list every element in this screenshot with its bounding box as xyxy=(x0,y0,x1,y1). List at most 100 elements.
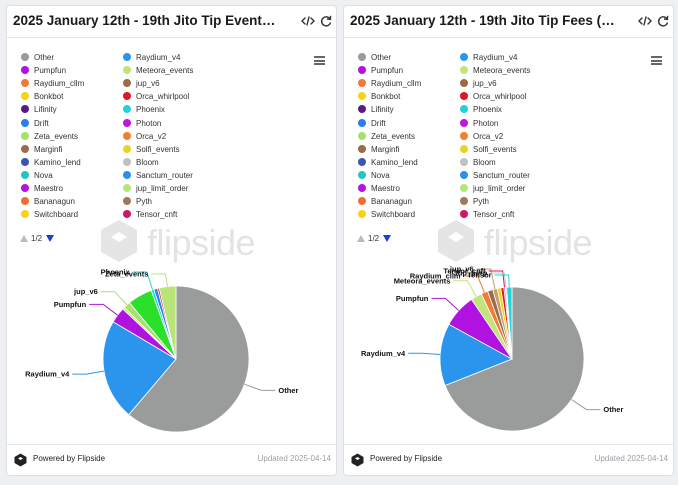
legend-item[interactable]: Bloom xyxy=(460,157,496,168)
legend-swatch xyxy=(21,184,29,192)
legend-item[interactable]: Solfi_events xyxy=(123,144,180,155)
chart-menu-icon[interactable] xyxy=(651,56,662,65)
legend-item[interactable]: Phoenix xyxy=(460,105,502,115)
legend-item[interactable]: Raydium_cllm xyxy=(358,79,421,89)
legend-swatch xyxy=(460,105,468,114)
legend-label: Switchboard xyxy=(34,210,79,220)
legend-item[interactable]: Maestro xyxy=(358,184,400,194)
pie-slice[interactable] xyxy=(102,321,177,416)
legend-swatch xyxy=(358,131,366,140)
legend-item[interactable]: Bananagun xyxy=(358,197,412,207)
legend-item[interactable]: Drift xyxy=(358,118,386,129)
legend-item[interactable]: Meteora_events xyxy=(123,66,193,76)
legend-item[interactable]: Lifinity xyxy=(358,105,394,115)
legend-item[interactable]: Orca_whirlpool xyxy=(123,92,189,102)
legend-item[interactable]: Maestro xyxy=(21,184,63,194)
legend-item[interactable]: Orca_v2 xyxy=(460,131,503,142)
legend-swatch xyxy=(123,53,131,61)
legend-item[interactable]: Photon xyxy=(123,118,162,129)
legend-item[interactable]: Pyth xyxy=(123,197,152,207)
legend-item[interactable]: Kamino_lend xyxy=(21,157,81,168)
legend-next-icon[interactable] xyxy=(46,235,54,242)
refresh-icon[interactable] xyxy=(319,14,333,28)
legend-next-icon[interactable] xyxy=(383,235,391,242)
legend-item[interactable]: jup_v6 xyxy=(123,79,160,89)
chart-card-events: 2025 January 12th - 19th Jito Tip Events… xyxy=(6,5,337,476)
refresh-icon[interactable] xyxy=(656,14,670,28)
legend-swatch xyxy=(358,118,366,127)
legend-label: Other xyxy=(371,53,392,62)
legend-item[interactable]: Bloom xyxy=(123,157,159,168)
legend-item[interactable]: Pyth xyxy=(460,197,489,207)
pie-leader-line xyxy=(244,383,276,391)
powered-by-link[interactable]: Powered by Flipside xyxy=(370,454,443,463)
legend-item[interactable]: Drift xyxy=(21,118,49,129)
legend-item[interactable]: Raydium_v4 xyxy=(123,53,180,63)
legend-item[interactable]: Phoenix xyxy=(123,105,165,115)
legend-item[interactable]: Lifinity xyxy=(21,105,57,115)
legend-item[interactable]: Switchboard xyxy=(21,210,78,220)
legend-label: Raydium_v4 xyxy=(136,53,181,62)
legend-item[interactable]: Pumpfun xyxy=(358,66,403,76)
legend-item[interactable]: Sanctum_router xyxy=(460,170,530,181)
legend-item[interactable]: Other xyxy=(21,53,54,63)
legend-item[interactable]: Switchboard xyxy=(358,210,415,220)
legend-label: Kamino_lend xyxy=(371,157,418,167)
legend-label: Sanctum_router xyxy=(136,170,193,180)
legend-item[interactable]: Meteora_events xyxy=(460,66,530,76)
legend-item[interactable]: Photon xyxy=(460,118,498,129)
legend-prev-icon[interactable] xyxy=(357,235,365,242)
chart-menu-icon[interactable] xyxy=(314,56,325,65)
legend-item[interactable]: Orca_whirlpool xyxy=(460,92,526,102)
legend-item[interactable]: Sanctum_router xyxy=(123,170,193,181)
pie-chart: Other Raydium_v4 Pumpfun jup_v6 PhoenixZeta_… xyxy=(25,268,298,433)
legend-item[interactable]: Bonkbot xyxy=(21,92,63,102)
legend-item[interactable]: jup_limit_order xyxy=(123,184,188,194)
legend-item[interactable]: Raydium_v4 xyxy=(460,53,517,63)
pie-slice[interactable] xyxy=(444,286,585,432)
embed-code-icon[interactable] xyxy=(301,14,315,28)
legend-label: Bloom xyxy=(473,157,496,167)
legend-item[interactable]: jup_limit_order xyxy=(460,184,525,194)
legend-item[interactable]: Zeta_events xyxy=(358,131,415,142)
pie-leader-line xyxy=(72,370,105,375)
pie-data-label: jup_v6 xyxy=(449,265,474,274)
legend-label: Lifinity xyxy=(34,105,57,115)
legend-item[interactable]: Nova xyxy=(21,170,53,181)
legend-label: Pyth xyxy=(473,197,490,207)
legend-item[interactable]: Nova xyxy=(358,170,390,181)
legend-prev-icon[interactable] xyxy=(20,235,28,242)
legend-item[interactable]: Orca_v2 xyxy=(123,131,166,142)
legend-label: Raydium_cllm xyxy=(34,79,85,89)
legend-swatch xyxy=(123,210,131,219)
legend-item[interactable]: Pumpfun xyxy=(21,66,66,76)
legend-swatch xyxy=(358,79,366,88)
powered-by-link[interactable]: Powered by Flipside xyxy=(33,454,106,463)
pie-data-label: Meteora_events xyxy=(394,276,451,285)
legend-swatch xyxy=(460,184,468,192)
legend-item[interactable]: Other xyxy=(358,53,391,63)
legend-label: Switchboard xyxy=(371,210,416,220)
pie-data-label: Raydium_v4 xyxy=(25,370,70,379)
updated-date: Updated 2025-04-14 xyxy=(594,454,668,463)
legend-item[interactable]: Solfi_events xyxy=(460,144,517,155)
pie-data-label: Zeta_events xyxy=(105,270,148,279)
legend-label: Photon xyxy=(136,118,162,128)
legend-item[interactable]: Tensor_cnft xyxy=(460,210,514,220)
pie-leader-line xyxy=(408,352,441,355)
legend-item[interactable]: Bonkbot xyxy=(358,92,400,102)
legend-item[interactable]: Raydium_cllm xyxy=(21,79,84,89)
legend-swatch xyxy=(460,157,468,166)
legend-item[interactable]: Bananagun xyxy=(21,197,75,207)
legend-item[interactable]: Zeta_events xyxy=(21,131,78,142)
embed-code-icon[interactable] xyxy=(638,14,652,28)
legend-item[interactable]: Tensor_cnft xyxy=(123,210,177,220)
legend-label: Tensor_cnft xyxy=(136,210,178,220)
pie-slice[interactable] xyxy=(439,323,513,387)
legend-item[interactable]: Kamino_lend xyxy=(358,157,418,168)
legend-item[interactable]: Marginfi xyxy=(21,144,62,155)
legend-item[interactable]: jup_v6 xyxy=(460,79,497,89)
chart-card-fees: 2025 January 12th - 19th Jito Tip Fees (… xyxy=(343,5,674,476)
legend-item[interactable]: Marginfi xyxy=(358,144,399,155)
pie-leader-line xyxy=(463,275,485,293)
